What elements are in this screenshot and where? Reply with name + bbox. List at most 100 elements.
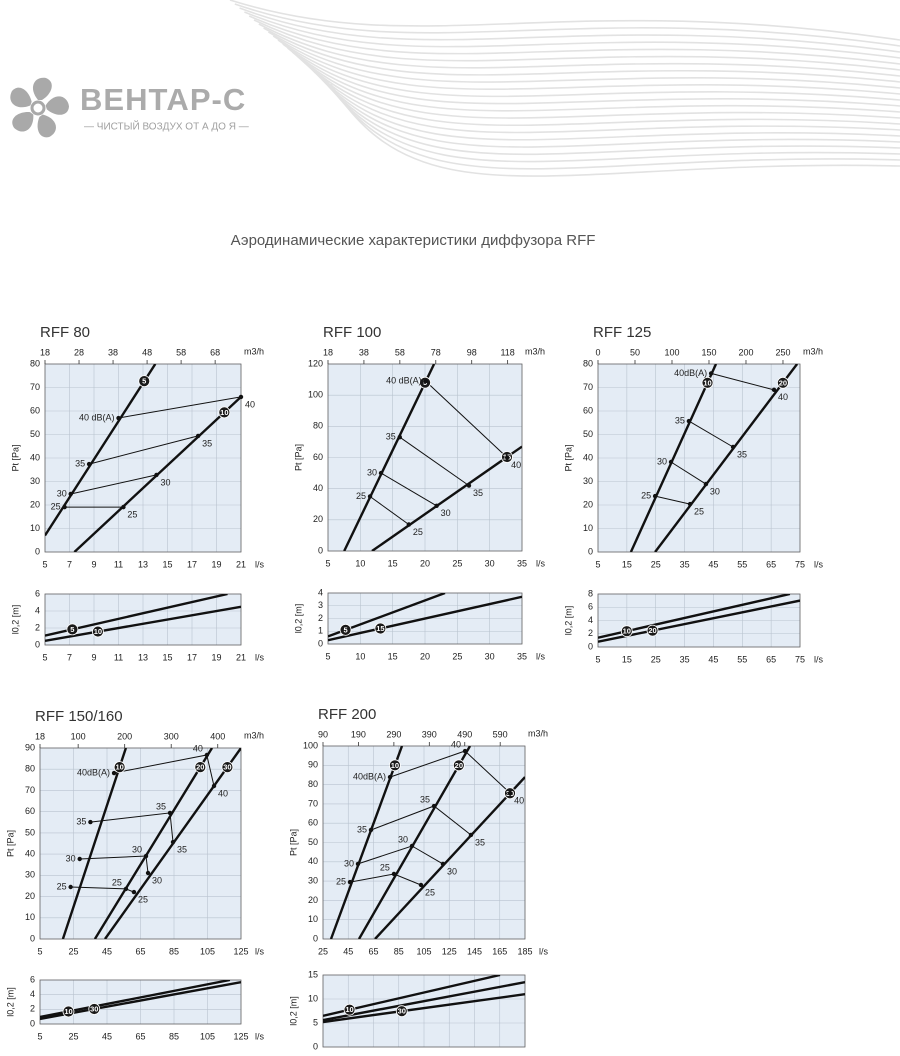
x-tick-label: 105 (416, 946, 431, 956)
y-axis-label: l0,2 [m] (563, 606, 573, 636)
x-axis-label: l/s (255, 652, 265, 662)
noise-label: 30 (152, 875, 162, 885)
x-tick-label: 5 (325, 558, 330, 568)
chart-title: RFF 200 (318, 706, 376, 723)
plot-layer (343, 364, 522, 551)
noise-line (688, 420, 734, 448)
y-tick-label: 60 (30, 405, 40, 415)
x-tick-label: 55 (737, 654, 747, 664)
noise-label: 30 (441, 508, 451, 518)
x-tick-label: 17 (187, 559, 197, 569)
x-tick-label: 35 (517, 558, 527, 568)
noise-label: 30 (447, 866, 457, 876)
x2-tick-label: 118 (500, 347, 514, 357)
noise-label: 40dB(A) (353, 771, 386, 781)
size-badge (92, 625, 104, 638)
noise-point (77, 856, 82, 862)
size-badge-label: 10 (94, 627, 102, 636)
x2-tick-label: 0 (595, 347, 600, 357)
logo-icon (10, 77, 70, 138)
noise-point (686, 418, 692, 424)
decor-line (282, 43, 900, 107)
decor-line (320, 75, 900, 163)
noise-label: 35 (473, 488, 483, 498)
noise-label: 30 (710, 486, 720, 496)
noise-label: 40 (778, 392, 788, 402)
noise-label: 25 (112, 877, 122, 887)
x2-tick-label: 58 (395, 347, 405, 357)
x2-tick-label: 18 (40, 347, 50, 357)
y-axis-label: l0,2 [m] (10, 605, 20, 635)
y-tick-label: 40 (25, 848, 35, 858)
noise-label: 35 (202, 438, 212, 448)
x-tick-label: 5 (325, 651, 330, 661)
x-tick-label: 7 (67, 652, 72, 662)
y-tick-label: 0 (588, 546, 593, 556)
noise-label: 30 (57, 488, 67, 498)
plot-frame (597, 363, 801, 553)
x-tick-label: 19 (211, 559, 221, 569)
noise-label: 25 (127, 509, 137, 519)
x-tick-label: 145 (467, 1054, 482, 1056)
noise-point (378, 470, 384, 476)
plot-frame (327, 592, 523, 645)
noise-label: 40 (193, 743, 203, 753)
noise-line (710, 372, 775, 391)
x2-axis-label: m3/h (803, 346, 823, 356)
x-tick-label: 45 (343, 1054, 353, 1056)
x-tick-label: 15 (388, 558, 398, 568)
decor-line (291, 51, 900, 119)
size-line (374, 776, 525, 939)
plot-frame (322, 974, 526, 1048)
x-tick-label: 5 (595, 654, 600, 664)
noise-point (703, 481, 709, 487)
y-tick-label: 40 (308, 856, 318, 866)
x-tick-label: 45 (102, 1031, 112, 1041)
noise-label: 40 (511, 460, 521, 470)
document-title: Аэродинамические характеристики диффузор… (231, 232, 596, 249)
size-badge (218, 406, 231, 419)
x-tick-label: 65 (135, 1031, 145, 1041)
y-tick-label: 60 (308, 818, 318, 828)
x-tick-label: 21 (236, 559, 246, 569)
x2-tick-label: 390 (422, 729, 437, 739)
noise-label: 30 (398, 834, 408, 844)
x-tick-label: 13 (138, 559, 148, 569)
noise-point (423, 378, 428, 384)
chart-title: RFF 125 (593, 324, 651, 341)
noise-point (123, 886, 129, 892)
size-line (357, 746, 472, 939)
size-badge-label: 15 (376, 624, 384, 633)
noise-point (418, 882, 424, 888)
plot-frame (597, 593, 801, 648)
noise-label: 40dB(A) (674, 368, 707, 378)
size-line (343, 364, 436, 551)
x-tick-label: 45 (708, 559, 718, 569)
x-tick-label: 25 (318, 1054, 328, 1056)
x-tick-label: 7 (67, 559, 72, 569)
x-tick-label: 5 (42, 559, 47, 569)
size-badge-label: 10 (345, 1005, 353, 1014)
x2-tick-label: 150 (701, 347, 716, 357)
x-tick-label: 65 (766, 654, 776, 664)
size-badge (777, 376, 789, 389)
y-tick-label: 10 (30, 523, 40, 533)
x-tick-label: 10 (355, 558, 365, 568)
size-badge-label: 30 (398, 1007, 406, 1016)
y-tick-label: 100 (303, 740, 318, 750)
x-tick-label: 5 (42, 652, 47, 662)
y-axis-label: Pt [Pa] (563, 444, 573, 471)
noise-label: 35 (675, 415, 685, 425)
size-badge-label: 5 (142, 377, 146, 386)
y-tick-label: 0 (30, 933, 35, 943)
x2-tick-label: 490 (457, 729, 472, 739)
x-tick-label: 5 (37, 946, 42, 956)
noise-label: 40 (245, 399, 255, 409)
noise-label: 35 (156, 801, 166, 811)
noise-label: 30 (344, 858, 354, 868)
y-tick-label: 120 (308, 358, 323, 368)
size-line (323, 981, 525, 1022)
noise-label: 25 (336, 876, 346, 886)
fan-blade (12, 112, 34, 132)
